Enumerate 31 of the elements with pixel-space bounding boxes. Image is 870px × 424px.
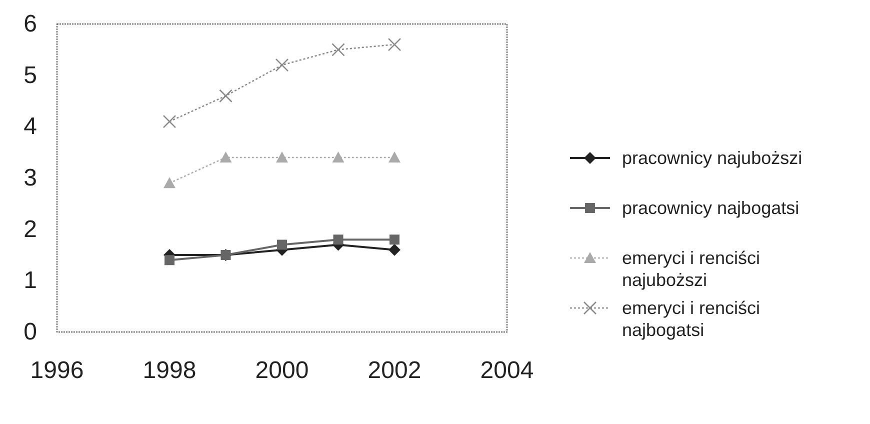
legend-label: pracownicy najbogatsi [622,198,800,218]
x-tick-label: 2004 [480,357,534,384]
point [275,58,289,72]
y-tick-label: 4 [24,113,37,140]
point [333,234,344,245]
point [164,255,174,266]
y-tick-label: 6 [24,10,37,38]
point [277,240,287,250]
point [219,89,232,103]
y-tick-label: 3 [24,164,37,192]
y-tick-label: 1 [24,267,37,294]
y-tick-label: 0 [24,318,37,346]
point [332,43,345,56]
x-tick-label: 2000 [255,357,309,384]
legend-label: pracownicy najuboższi [622,148,802,168]
x-tick-label: 2002 [368,357,422,384]
point [388,38,402,52]
point [162,114,176,128]
point [388,151,400,162]
point [332,151,344,162]
point [276,151,288,162]
point [220,151,232,162]
x-tick-label: 1996 [30,357,84,384]
legend-label: emeryci i renciści najbogatsi [622,298,760,340]
point [390,234,400,245]
y-tick-label: 2 [24,216,37,243]
point [388,244,400,256]
x-tick-label: 1998 [142,357,196,384]
legend-label: emeryci i renciści najuboższi [622,248,760,290]
point [164,177,176,188]
y-tick-label: 5 [24,62,37,89]
